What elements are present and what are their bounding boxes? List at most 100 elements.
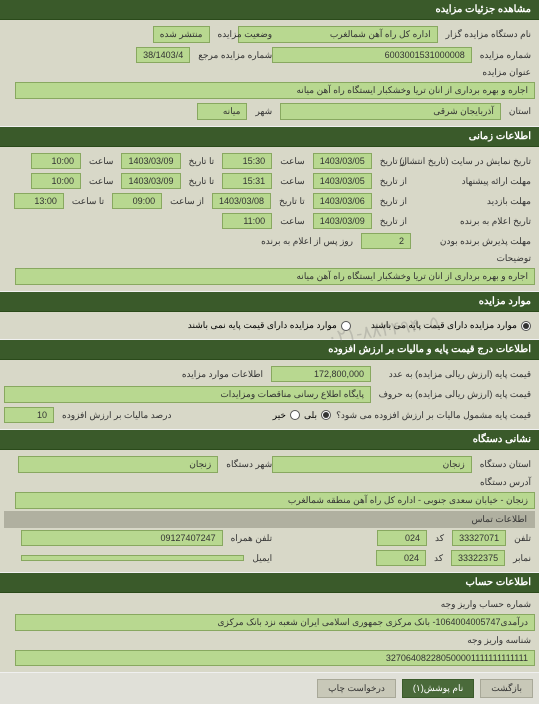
base-options-section: موارد مزایده موارد مزایده دارای قیمت پای… bbox=[0, 292, 539, 339]
org-addr-value: زنجان - خیابان سعدی جنوبی - اداره کل راه… bbox=[15, 492, 535, 509]
desc-value: اجاره و بهره برداری از انان تریا وخشکبار… bbox=[15, 268, 535, 285]
display-to-date: 1403/03/09 bbox=[121, 153, 180, 169]
code-label-2: کد bbox=[430, 553, 447, 564]
display-label: تاریخ نمایش در سایت (تاریخ انتشار) bbox=[415, 156, 535, 167]
from-label-4: از تاریخ bbox=[376, 216, 411, 227]
vat-no-option[interactable]: خیر bbox=[273, 410, 300, 421]
days-label: روز پس از اعلام به برنده bbox=[257, 236, 357, 247]
fax-code-value: 024 bbox=[376, 550, 426, 566]
city-label: شهر bbox=[251, 106, 276, 117]
phone-code-value: 024 bbox=[377, 530, 427, 546]
time-label-3: ساعت bbox=[276, 176, 309, 187]
org-province-label: استان دستگاه bbox=[476, 459, 535, 470]
vat-pct-label: درصد مالیات بر ارزش افزوده bbox=[58, 410, 175, 421]
code-label-1: کد bbox=[431, 533, 448, 544]
auction-details-section: مشاهده جزئیات مزایده نام دستگاه مزایده گ… bbox=[0, 0, 539, 126]
time-label-2: ساعت bbox=[85, 156, 118, 167]
announce-label: تاریخ اعلام به برنده bbox=[415, 216, 535, 227]
email-label: ایمیل bbox=[248, 553, 276, 564]
price-header: اطلاعات درج قیمت پایه و مالیات بر ارزش ا… bbox=[0, 340, 539, 360]
to-label-2: تا تاریخ bbox=[185, 176, 219, 187]
visit-to-time: 13:00 bbox=[14, 193, 64, 209]
base-opt2-label: موارد مزایده دارای قیمت پایه نمی باشند bbox=[188, 320, 337, 331]
title-value: اجاره و بهره برداری از انان تریا وخشکبار… bbox=[15, 82, 535, 99]
phone-label: تلفن bbox=[510, 533, 535, 544]
province-value: آذربایجان شرقی bbox=[280, 103, 501, 120]
base-option-no-price[interactable]: موارد مزایده دارای قیمت پایه نمی باشند bbox=[188, 320, 351, 331]
vat-yes-option[interactable]: بلی bbox=[304, 410, 331, 421]
price-num-suffix: اطلاعات موارد مزایده bbox=[178, 369, 267, 380]
org-label: نام دستگاه مزایده گزار bbox=[442, 29, 535, 40]
time-label-4: ساعت bbox=[85, 176, 118, 187]
timing-section: اطلاعات زمانی تاریخ نمایش در سایت (تاریخ… bbox=[0, 127, 539, 291]
visit-from-time: 09:00 bbox=[112, 193, 162, 209]
auction-no-value: 6003001531000008 bbox=[272, 47, 472, 63]
acc-value: درآمدی1064004005747- بانک مرکزی جمهوری ا… bbox=[15, 614, 535, 631]
offer-from-time: 15:31 bbox=[222, 173, 272, 189]
id-value: 327064082280500001111111111111 bbox=[15, 650, 535, 666]
base-options-header: موارد مزایده bbox=[0, 292, 539, 312]
radio-selected-icon bbox=[321, 410, 331, 420]
phone-value: 33327071 bbox=[452, 530, 506, 546]
mobile-label: تلفن همراه bbox=[227, 533, 277, 544]
price-letter-label: قیمت پایه (ارزش ریالی مزایده) به حروف bbox=[375, 389, 535, 400]
from-label-2: از تاریخ bbox=[376, 176, 411, 187]
visit-label: مهلت بازدید bbox=[415, 196, 535, 207]
accept-label: مهلت پذیرش برنده بودن bbox=[415, 236, 535, 247]
org-address-section: نشانی دستگاه استان دستگاه زنجان شهر دستگ… bbox=[0, 430, 539, 572]
city-value: میانه bbox=[197, 103, 247, 120]
announce-from-date: 1403/03/09 bbox=[313, 213, 372, 229]
auction-details-header: مشاهده جزئیات مزایده bbox=[0, 0, 539, 20]
ref-no-label: شماره مزایده مرجع bbox=[194, 50, 276, 61]
display-from-time: 15:30 bbox=[222, 153, 272, 169]
org-city-value: زنجان bbox=[18, 456, 218, 473]
org-city-label: شهر دستگاه bbox=[222, 459, 276, 470]
button-bar: بازگشت نام پوشش(۱) درخواست چاپ bbox=[0, 673, 539, 704]
to-label-1: تا تاریخ bbox=[185, 156, 219, 167]
province-label: استان bbox=[505, 106, 535, 117]
email-value bbox=[21, 555, 244, 561]
radio-unselected-icon bbox=[341, 321, 351, 331]
fax-label: نمابر bbox=[509, 553, 535, 564]
offer-label: مهلت ارائه پیشنهاد bbox=[415, 176, 535, 187]
auction-no-label: شماره مزایده bbox=[476, 50, 535, 61]
announce-from-time: 11:00 bbox=[222, 213, 272, 229]
price-letter-value: پایگاه اطلاع رسانی مناقصات ومزایدات bbox=[4, 386, 371, 403]
next-button[interactable]: نام پوشش(۱) bbox=[402, 679, 474, 698]
mobile-value: 09127407247 bbox=[21, 530, 222, 546]
base-option-has-price[interactable]: موارد مزایده دارای قیمت پایه می باشند bbox=[371, 320, 531, 331]
print-button[interactable]: درخواست چاپ bbox=[317, 679, 396, 698]
timing-header: اطلاعات زمانی bbox=[0, 127, 539, 147]
days-value: 2 bbox=[361, 233, 411, 249]
from-label-1: از تاریخ bbox=[376, 156, 411, 167]
org-province-value: زنجان bbox=[272, 456, 472, 473]
vat-question: قیمت پایه مشمول مالیات بر ارزش افزوده می… bbox=[335, 410, 535, 421]
visit-to-date: 1403/03/08 bbox=[212, 193, 271, 209]
title-label: عنوان مزایده bbox=[478, 67, 535, 78]
display-to-time: 10:00 bbox=[31, 153, 81, 169]
offer-to-time: 10:00 bbox=[31, 173, 81, 189]
price-num-value: 172,800,000 bbox=[271, 366, 371, 382]
fax-value: 33322375 bbox=[451, 550, 505, 566]
id-label: شناسه واریز وجه bbox=[425, 635, 535, 646]
base-opt1-label: موارد مزایده دارای قیمت پایه می باشند bbox=[371, 320, 517, 331]
acc-label: شماره حساب واریز وجه bbox=[425, 599, 535, 610]
back-button[interactable]: بازگشت bbox=[480, 679, 533, 698]
time-label-5: ساعت bbox=[276, 216, 309, 227]
vat-no-label: خیر bbox=[273, 410, 286, 421]
to-label-3: تا تاریخ bbox=[275, 196, 309, 207]
status-value: منتشر شده bbox=[153, 26, 210, 43]
desc-label: توضیحات bbox=[415, 253, 535, 264]
from-time-label: از ساعت bbox=[166, 196, 208, 207]
org-address-header: نشانی دستگاه bbox=[0, 430, 539, 450]
contact-info-header: اطلاعات تماس bbox=[4, 511, 535, 528]
price-num-label: قیمت پایه (ارزش ریالی مزایده) به عدد bbox=[375, 369, 535, 380]
vat-pct-value: 10 bbox=[4, 407, 54, 423]
ref-no-value: 38/1403/4 bbox=[136, 47, 190, 63]
account-header: اطلاعات حساب bbox=[0, 573, 539, 593]
price-section: اطلاعات درج قیمت پایه و مالیات بر ارزش ا… bbox=[0, 340, 539, 429]
radio-unselected-icon bbox=[290, 410, 300, 420]
from-label-3: از تاریخ bbox=[376, 196, 411, 207]
account-section: اطلاعات حساب شماره حساب واریز وجه درآمدی… bbox=[0, 573, 539, 672]
visit-from-date: 1403/03/06 bbox=[313, 193, 372, 209]
